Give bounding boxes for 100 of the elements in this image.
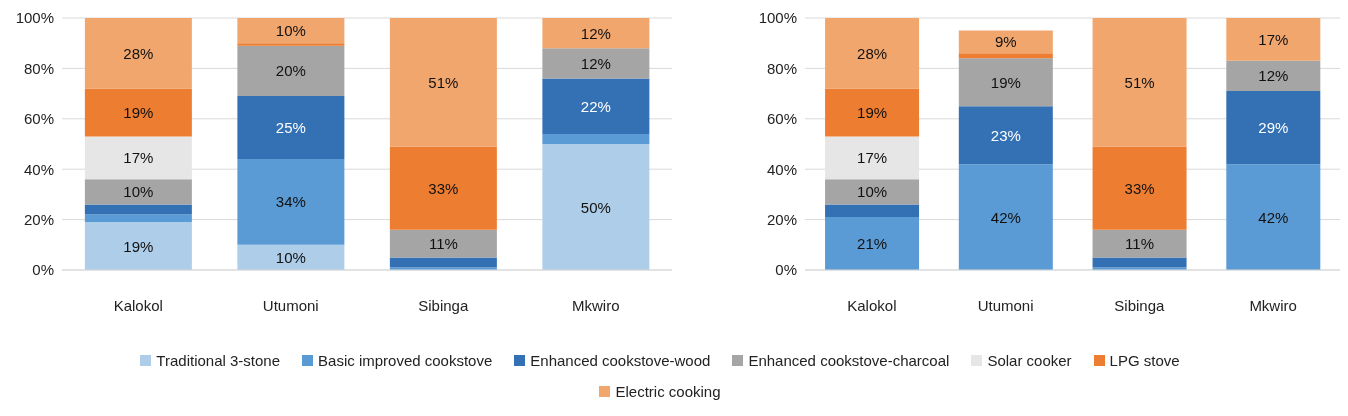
bar <box>237 96 345 160</box>
bar <box>1092 18 1187 147</box>
y-tick-label: 20% <box>766 210 797 228</box>
data-label: 19% <box>990 73 1021 91</box>
bar <box>542 48 650 79</box>
data-label: 19% <box>123 104 154 121</box>
bar <box>825 204 920 218</box>
data-label: 20% <box>275 62 306 80</box>
y-tick-label: 60% <box>23 110 54 128</box>
data-label: 42% <box>1258 208 1289 226</box>
bar <box>1092 257 1187 268</box>
bar <box>825 18 920 89</box>
y-tick-label: 80% <box>23 59 54 77</box>
bar <box>84 18 192 89</box>
legend-label: Enhanced cookstove-wood <box>530 352 711 369</box>
bar <box>237 159 345 245</box>
data-label: 25% <box>275 119 306 137</box>
x-tick-label: Mkwiro <box>572 296 620 314</box>
legend-label: LPG stove <box>1109 352 1180 369</box>
bar <box>825 217 920 270</box>
bar <box>1226 18 1321 61</box>
data-label: 10% <box>275 248 306 266</box>
data-label: 29% <box>1258 119 1289 137</box>
data-label: 19% <box>123 237 154 255</box>
x-tick-label: Utumoni <box>262 296 319 314</box>
bar <box>1092 229 1187 258</box>
legend-label: Solar cooker <box>987 352 1072 369</box>
legend-label: Traditional 3-stone <box>156 352 281 369</box>
bar <box>84 136 192 180</box>
bar <box>542 18 650 49</box>
y-tick-label: 20% <box>23 210 54 228</box>
bar <box>1092 146 1187 230</box>
x-tick-label: Utumoni <box>977 296 1034 314</box>
y-tick-label: 40% <box>23 160 54 178</box>
x-tick-label: Kalokol <box>113 296 163 314</box>
bar <box>84 179 192 205</box>
bar <box>542 133 650 144</box>
data-label: 21% <box>857 235 888 253</box>
y-tick-label: 60% <box>766 110 797 128</box>
y-tick-label: 0% <box>775 261 797 279</box>
legend-label: Basic improved cookstove <box>318 352 493 369</box>
legend-label: Electric cooking <box>615 383 721 400</box>
bar <box>237 45 345 97</box>
x-tick-label: Sibinga <box>1114 296 1166 314</box>
data-label: 19% <box>857 104 888 121</box>
bar <box>825 179 920 205</box>
bar <box>84 214 192 223</box>
bar <box>542 144 650 270</box>
x-tick-label: Kalokol <box>847 296 897 314</box>
x-tick-label: Mkwiro <box>1249 296 1297 314</box>
data-label: 10% <box>275 22 306 40</box>
bar <box>237 43 345 46</box>
bar <box>237 18 345 44</box>
y-tick-label: 80% <box>766 59 797 77</box>
data-label: 33% <box>1124 179 1155 197</box>
y-tick-label: 0% <box>32 261 54 279</box>
bar <box>1226 60 1321 92</box>
y-tick-label: 40% <box>766 160 797 178</box>
bar <box>389 257 497 268</box>
data-label: 11% <box>1125 235 1155 253</box>
bar <box>1226 164 1321 270</box>
bar <box>84 88 192 137</box>
data-label: 22% <box>580 97 611 115</box>
data-label: 10% <box>123 183 154 201</box>
data-label: 12% <box>580 54 611 72</box>
bar <box>825 136 920 180</box>
data-label: 12% <box>1258 67 1289 85</box>
data-label: 51% <box>1124 73 1155 91</box>
bar <box>958 106 1053 165</box>
bar <box>958 164 1053 270</box>
data-label: 50% <box>580 198 611 216</box>
bar <box>542 78 650 134</box>
data-label: 42% <box>990 208 1021 226</box>
data-label: 28% <box>123 44 154 62</box>
data-label: 17% <box>1258 30 1289 48</box>
legend-label: Enhanced cookstove-charcoal <box>748 352 950 369</box>
bar <box>825 88 920 137</box>
data-label: 28% <box>857 44 888 62</box>
data-label: 10% <box>857 183 888 201</box>
bar <box>958 58 1053 107</box>
data-label: 34% <box>275 193 306 211</box>
data-label: 9% <box>994 33 1017 51</box>
bar <box>958 53 1053 59</box>
data-label: 12% <box>580 24 611 42</box>
bar <box>1226 91 1321 165</box>
bar <box>84 222 192 270</box>
data-label: 51% <box>428 73 459 91</box>
data-label: 11% <box>428 235 458 253</box>
bar <box>389 18 497 147</box>
data-label: 23% <box>990 126 1021 144</box>
bar <box>958 30 1053 54</box>
data-label: 33% <box>428 179 459 197</box>
x-tick-label: Sibinga <box>418 296 469 314</box>
bar <box>84 204 192 215</box>
y-tick-label: 100% <box>15 9 54 27</box>
data-label: 17% <box>123 149 154 167</box>
bar <box>389 146 497 230</box>
bar <box>389 229 497 258</box>
y-tick-label: 100% <box>758 9 797 27</box>
data-label: 17% <box>857 149 888 167</box>
